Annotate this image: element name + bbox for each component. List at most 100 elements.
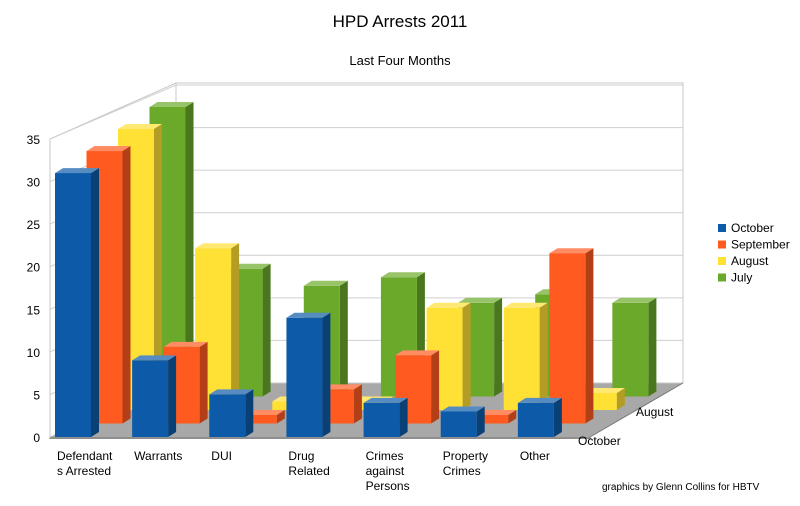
bar-side [553,397,562,437]
bar-top [163,341,208,347]
bar-side [168,355,177,437]
depth-tick-label: October [578,434,621,448]
bar-front [517,402,554,437]
bar-side [322,312,331,437]
bar-front [55,173,91,438]
x-tick-label: Persons [366,479,410,493]
legend-swatch [718,224,726,232]
bar-top [363,397,408,403]
bar-side [339,280,348,397]
bar [363,397,408,437]
bar-front [503,307,540,410]
bar-top [209,389,254,395]
y-tick-label: 0 [33,431,40,445]
bar-top [132,355,177,361]
bar-side [199,341,208,424]
bar [209,389,254,437]
bar [440,406,485,437]
x-tick-label: Crimes [366,449,404,463]
bar-front [363,402,400,437]
bar [503,302,548,410]
bar-front [440,411,477,437]
x-tick-label: Drug [288,449,314,463]
bar-side [231,243,240,410]
bar-top [503,302,548,308]
legend-label: August [731,254,769,268]
bar-top [286,312,331,318]
legend-swatch [718,273,726,282]
bar-front [612,302,649,397]
depth-axis-line [589,382,684,438]
bar-front [286,317,323,437]
bar-side [585,248,594,424]
x-tick-label: DUI [211,449,232,463]
depth-tick-label: August [636,405,674,419]
bar-top [55,168,99,174]
bar-side [508,410,517,424]
bar-side [91,168,99,437]
legend-label: October [731,221,774,235]
y-tick-label: 35 [27,133,41,147]
y-tick-label: 30 [27,176,41,190]
y-tick-label: 20 [27,261,41,275]
bar-side [539,302,548,410]
x-tick-label: Crimes [443,464,481,478]
bar-front [132,360,169,437]
bar-top [303,280,348,286]
bar-side [399,397,408,437]
bar-side [245,389,254,437]
bar-side [476,406,485,437]
bar-top [612,297,657,303]
legend-label: September [731,238,790,252]
bar-top [549,248,594,254]
bar-top [395,350,440,356]
bar-side [276,410,285,424]
bar-front [472,414,509,424]
chart-floor-edge [49,437,592,439]
y-tick-label: 10 [27,346,41,360]
x-tick-label: Other [520,449,550,463]
y-tick-label: 5 [33,388,40,402]
chart-title: HPD Arrests 2011 [332,12,468,31]
bar-side [262,263,271,397]
bar-top [195,243,240,249]
bar-side [648,297,657,397]
bar-front [209,394,246,437]
bar-side [616,388,625,410]
credit-text: graphics by Glenn Collins for HBTV [602,482,760,493]
bar-side [122,146,131,424]
x-tick-label: Related [288,464,329,478]
x-tick-label: Defendant [57,449,113,463]
bar-side [154,124,162,410]
bar-top [380,272,425,278]
bar-top [149,102,194,107]
x-tick-label: Property [443,449,488,463]
bar [132,355,177,437]
gridline [49,84,683,140]
bar [549,248,594,424]
legend-swatch [718,257,726,265]
x-tick-label: against [366,464,405,478]
bar-top [118,124,162,129]
bar-top [458,297,503,303]
x-tick-label: s Arrested [57,464,111,478]
legend-label: July [731,271,752,285]
bar-front [549,253,586,424]
y-tick-label: 25 [27,218,41,232]
chart-subtitle: Last Four Months [349,53,451,68]
bar [612,297,657,397]
bar-side [353,384,362,424]
x-tick-label: Warrants [134,449,182,463]
legend-swatch [718,240,726,249]
bar-top [426,302,471,308]
bar [517,397,562,437]
bar-side [185,102,194,397]
bar-side [462,302,471,410]
bar-front [240,414,277,424]
bar [286,312,331,437]
bar-top [517,397,562,403]
bar-top [86,146,131,151]
bar-side [494,297,503,397]
